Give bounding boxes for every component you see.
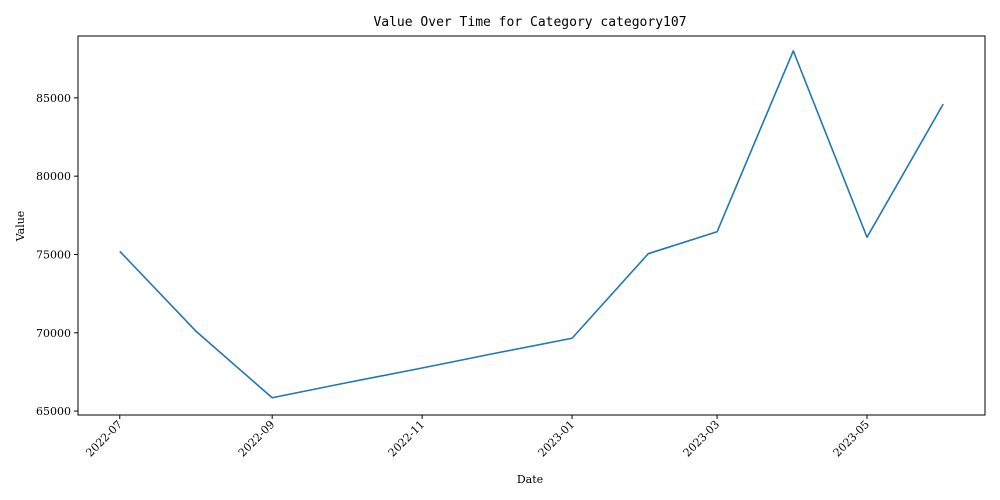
data-point	[494, 351, 498, 355]
plot-frame	[77, 35, 986, 416]
plot-area: 65000 70000 75000 80000 85000 2022-07 2022-09 2…	[36, 35, 986, 460]
y-tick-label: 85000	[36, 92, 71, 105]
data-point	[194, 329, 198, 333]
data-point	[646, 251, 650, 255]
x-tick-label: 2023-01	[536, 418, 578, 460]
data-point	[570, 336, 574, 340]
data-point	[941, 102, 945, 106]
data-point	[118, 249, 122, 253]
y-tick-label: 80000	[36, 170, 71, 183]
y-axis-title: Value	[14, 211, 27, 243]
data-point	[715, 230, 719, 234]
data-point	[420, 366, 424, 370]
y-tick-label: 70000	[36, 327, 71, 340]
data-point	[270, 396, 274, 400]
x-tick-label: 2022-09	[236, 418, 278, 460]
x-tick-label: 2022-11	[386, 418, 428, 460]
x-tick-label: 2023-03	[681, 418, 723, 460]
x-axis-title: Date	[517, 473, 543, 486]
series-line-0	[119, 50, 944, 399]
y-tick-label: 75000	[36, 248, 71, 261]
data-point	[791, 49, 795, 53]
x-tick-label: 2022-07	[83, 418, 125, 460]
y-tick-label: 65000	[36, 405, 71, 418]
data-point	[344, 381, 348, 385]
chart-title: Value Over Time for Category category107	[373, 15, 686, 30]
data-point	[865, 235, 869, 239]
x-tick-label: 2023-05	[831, 418, 873, 460]
